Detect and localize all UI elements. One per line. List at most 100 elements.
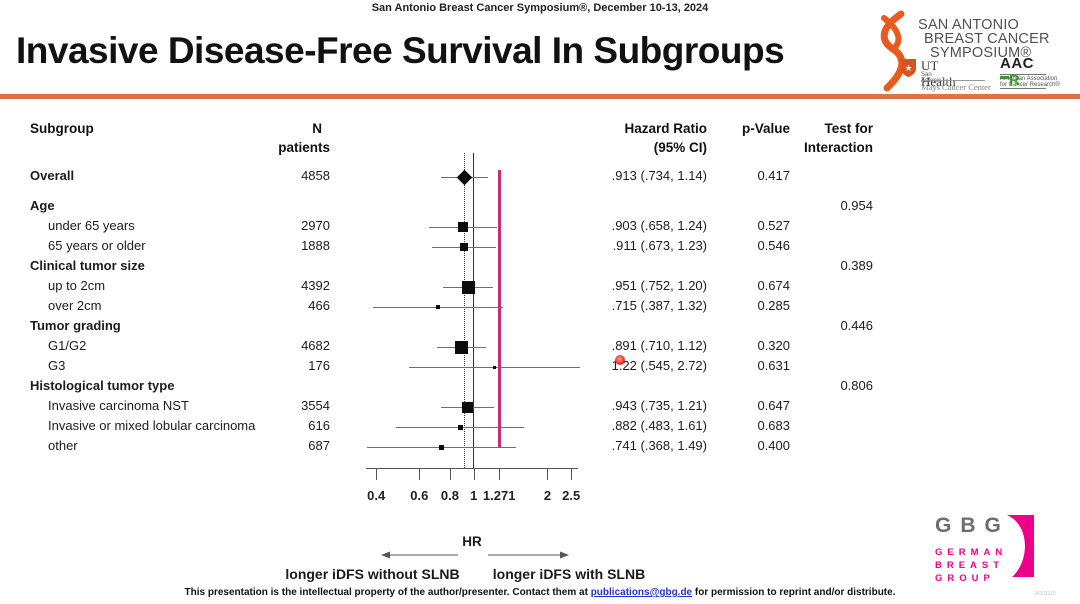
reference-line-overall [463,153,465,468]
gbg-logo: GBG GERMAN BREAST GROUP [935,514,1010,585]
row-label: over 2cm [48,298,102,313]
row-hr-value: .911 (.673, 1.23) [612,238,707,253]
corner-code: 24201110 [1034,591,1056,597]
axis-tick-label: 0.4 [367,488,386,503]
axis-tick [473,468,475,480]
row-label: under 65 years [48,218,135,233]
row-n-value: 687 [308,438,330,453]
point-marker [461,401,473,413]
row-n-value: 4858 [301,168,330,183]
row-label: Invasive carcinoma NST [48,398,189,413]
ut-health-name: UT Health [921,58,956,89]
row-p-value: 0.683 [757,418,790,433]
axis-tick-label: 1 [470,488,478,503]
col-header-int-line1: Test for [824,121,873,136]
row-hr-value: .943 (.735, 1.21) [611,398,707,413]
point-marker [457,222,468,232]
row-n-value: 466 [308,298,330,313]
row-interaction-value: 0.806 [840,378,873,393]
sabcs-line-3: SYMPOSIUM® [930,45,1032,61]
col-header-interaction: Test for Interaction [790,119,873,157]
row-n-value: 4392 [301,278,330,293]
footer-suffix: for permission to reprint and/or distrib… [692,587,896,598]
sabcs-ribbon-icon [880,10,906,92]
direction-label-left: longer iDFS without SLNB [285,566,460,582]
row-hr-value: .891 (.710, 1.12) [611,338,707,353]
row-n-value: 2970 [301,218,330,233]
point-marker [454,340,468,354]
axis-tick-label: 2 [543,488,552,503]
row-label: G1/G2 [48,338,87,353]
gbg-shape-icon [1007,515,1034,577]
row-label: 65 years or older [48,238,146,253]
point-marker [436,305,440,309]
footer-disclaimer: This presentation is the intellectual pr… [0,587,1080,598]
row-hr-value: 1.22 (.545, 2.72) [611,358,707,373]
row-p-value: 0.631 [757,358,790,373]
x-axis-line [366,468,578,469]
col-header-subgroup: Subgroup [30,121,94,136]
row-label: Clinical tumor size [30,258,145,273]
aacr-sub2: for Cancer Research® [1000,82,1060,89]
laser-pointer-dot [615,355,625,365]
col-header-n-line2: patients [278,140,330,155]
row-n-value: 3554 [301,398,330,413]
gbg-abbr: GBG [935,514,1010,537]
row-p-value: 0.285 [757,298,790,313]
sabcs-line-2: BREAST CANCER [924,31,1050,47]
point-marker [456,169,472,185]
row-n-value: 4682 [301,338,330,353]
aacr-black-letters: AAC [1000,55,1034,72]
row-n-value: 616 [308,418,330,433]
axis-tick [376,468,378,480]
point-marker [459,243,468,251]
axis-tick [449,468,451,480]
row-p-value: 0.400 [757,438,790,453]
row-p-value: 0.320 [757,338,790,353]
row-label: Invasive or mixed lobular carcinoma [48,418,256,433]
col-header-n-line1: N [312,121,322,136]
col-header-hazard-ratio: Hazard Ratio (95% CI) [540,119,707,157]
sabcs-line-1: SAN ANTONIO [918,17,1020,33]
row-label: Overall [30,168,75,183]
direction-arrows-icon [381,551,569,559]
point-marker [439,444,445,450]
noninferiority-margin-line [498,170,501,447]
row-n-value: 1888 [301,238,330,253]
point-marker [457,424,463,430]
hr-axis-label: HR [462,534,482,549]
sabcs-logo-text: SAN ANTONIO BREAST CANCER SYMPOSIUM® [918,17,1068,61]
row-p-value: 0.674 [757,278,790,293]
row-p-value: 0.417 [757,168,790,183]
aacr-green-bar-icon [1000,76,1009,79]
page-title: Invasive Disease-Free Survival In Subgro… [16,30,785,71]
row-label: G3 [48,358,66,373]
row-hr-value: .882 (.483, 1.61) [611,418,707,433]
row-hr-value: .741 (.368, 1.49) [611,438,707,453]
aacr-letters: AACR [1000,55,1034,89]
axis-tick [419,468,421,480]
row-hr-value: .903 (.658, 1.24) [611,218,707,233]
gbg-word-breast: BREAST [935,560,1005,571]
point-marker [461,280,475,294]
gbg-word-group: GROUP [935,573,995,584]
col-header-int-line2: Interaction [803,140,873,155]
row-interaction-value: 0.446 [840,318,873,333]
row-n-value: 176 [308,358,330,373]
footer-email-link[interactable]: publications@gbg.de [590,587,693,598]
row-hr-value: .913 (.734, 1.14) [611,168,707,183]
axis-tick-label: 0.6 [410,488,429,503]
axis-tick-label: 1.271 [482,488,516,503]
col-header-hr-line2: (95% CI) [653,140,707,155]
mays-cancer-center: Mays Cancer Center [921,80,991,92]
ut-health-shield-icon: ★ [901,59,916,77]
axis-tick-label: 0.8 [440,488,459,503]
row-interaction-value: 0.389 [840,258,873,273]
axis-tick [547,468,549,480]
direction-label-right: longer iDFS with SLNB [492,566,646,582]
aacr-sub1: American Association [1000,74,1058,82]
row-p-value: 0.527 [757,218,790,233]
ut-health-sub: San Antonio [921,72,942,84]
